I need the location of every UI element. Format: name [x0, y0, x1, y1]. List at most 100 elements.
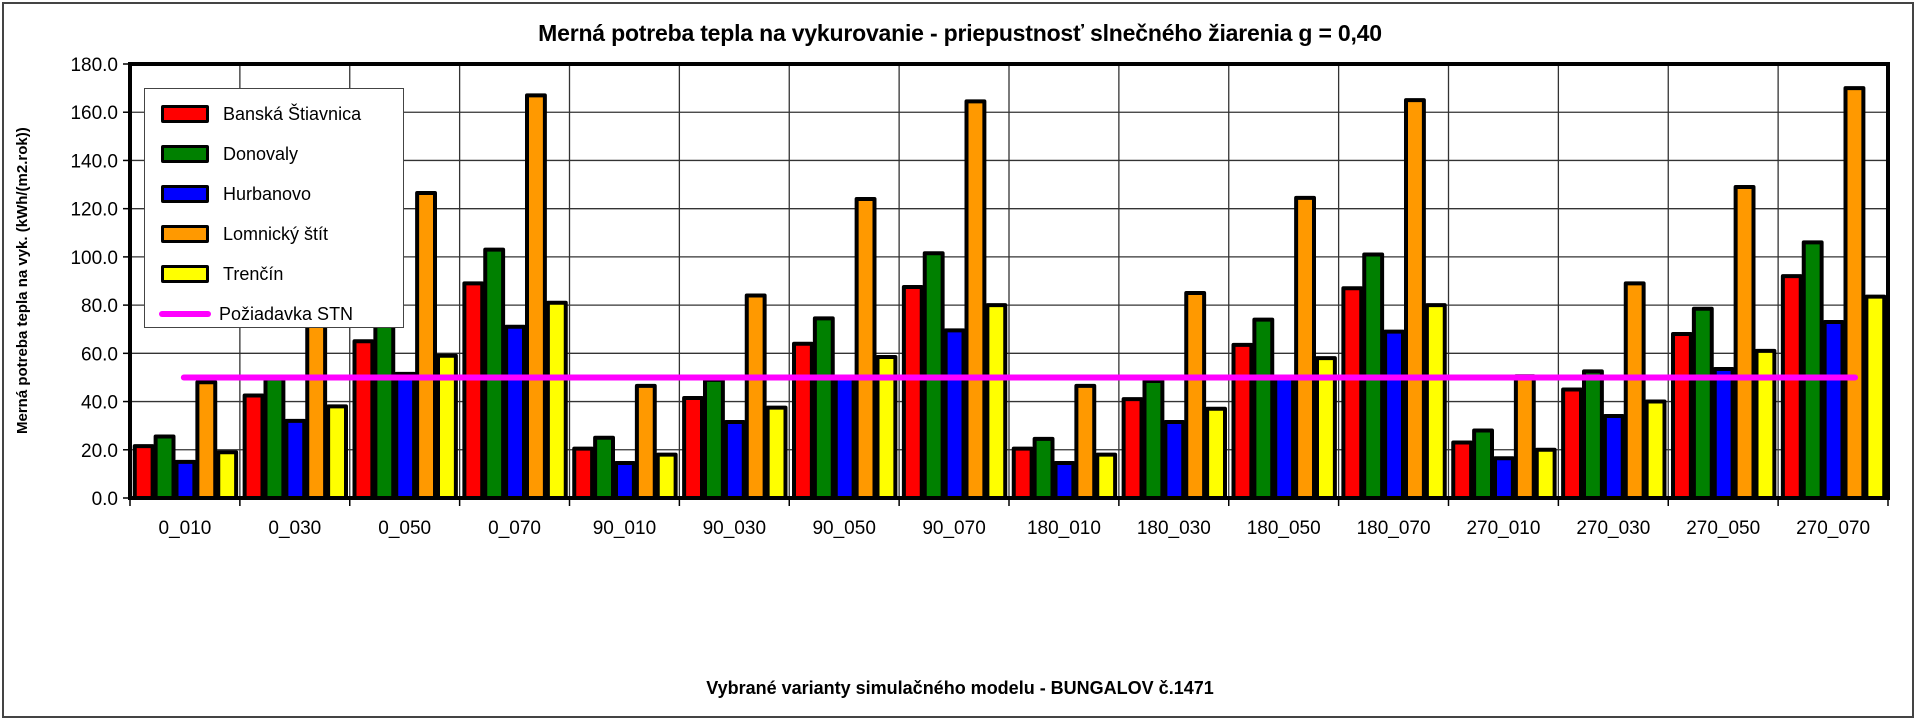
legend-swatch-orange: [161, 225, 209, 243]
bar: [1670, 332, 1693, 500]
bar: [462, 281, 485, 500]
bar: [854, 197, 877, 500]
bar: [242, 393, 265, 500]
bar: [744, 293, 767, 501]
bar: [1733, 184, 1756, 500]
bar: [1121, 397, 1144, 500]
bar-group-180_010: [1011, 383, 1118, 501]
bar: [373, 312, 396, 500]
legend-item-hurbanovo: Hurbanovo: [161, 179, 311, 209]
chart-title: Merná potreba tepla na vykurovanie - pri…: [538, 20, 1382, 46]
legend-item-poziadavka-stn: Požiadavka STN: [159, 299, 354, 329]
bar: [1472, 428, 1494, 500]
bar-group-0_070: [462, 93, 568, 501]
bar: [1492, 456, 1515, 501]
bar: [545, 300, 568, 501]
bar: [153, 434, 176, 500]
bar: [1581, 369, 1604, 500]
bar: [1011, 446, 1034, 501]
bar: [504, 324, 527, 500]
x-tick-label: 270_050: [1686, 518, 1760, 539]
bar: [964, 99, 987, 500]
bar: [1163, 420, 1186, 500]
bar: [263, 376, 286, 500]
bar: [985, 303, 1008, 500]
x-tick-label: 180_010: [1027, 518, 1101, 539]
bar: [1644, 399, 1667, 500]
bar: [1341, 286, 1364, 500]
legend-label: Požiadavka STN: [219, 303, 354, 324]
bar-group-0_030: [242, 287, 349, 501]
bar: [1074, 383, 1097, 500]
x-tick-label: 180_070: [1357, 518, 1431, 539]
bar: [812, 316, 835, 500]
bar: [1843, 86, 1866, 500]
bar-group-180_030: [1121, 291, 1228, 500]
bar: [1691, 306, 1714, 500]
bar-group-270_070: [1780, 86, 1887, 500]
legend-label: Banská Štiavnica: [223, 103, 362, 124]
bar: [195, 380, 218, 500]
x-tick-label: 90_030: [703, 518, 766, 539]
y-tick-label: 140.0: [70, 151, 118, 172]
bar: [284, 418, 307, 501]
bar: [901, 285, 924, 500]
bar: [634, 383, 657, 500]
legend-label: Trenčín: [223, 263, 284, 284]
bar-group-270_050: [1670, 184, 1777, 500]
legend-item-banska-stiavnica: Banská Štiavnica: [161, 99, 361, 129]
y-tick-label: 0.0: [92, 489, 118, 510]
legend-swatch-red: [161, 105, 209, 123]
bar-group-90_050: [791, 197, 898, 501]
bar: [1534, 447, 1557, 500]
bar-group-0_010: [132, 380, 239, 501]
bar: [1424, 303, 1447, 500]
bar: [1142, 379, 1165, 500]
bar: [394, 371, 417, 501]
bar: [1712, 367, 1735, 500]
y-tick-label: 160.0: [70, 103, 118, 124]
bar: [1273, 375, 1296, 501]
x-tick-label: 90_050: [812, 518, 875, 539]
bar: [352, 339, 375, 500]
y-tick-label: 60.0: [81, 344, 118, 365]
bar: [1231, 342, 1254, 500]
y-tick-label: 120.0: [70, 200, 118, 221]
legend-swatch-yellow: [161, 265, 209, 283]
bar: [1864, 294, 1887, 500]
bar: [1184, 291, 1207, 500]
bar: [326, 404, 349, 500]
legend-line-magenta: [159, 311, 211, 317]
x-tick-label: 0_010: [159, 518, 212, 539]
y-tick-label: 100.0: [70, 248, 118, 269]
bar: [791, 341, 814, 501]
bar: [1822, 319, 1845, 500]
bar: [833, 375, 856, 501]
bar: [682, 395, 704, 501]
y-tick-label: 40.0: [81, 393, 118, 414]
bar: [1801, 240, 1824, 500]
bar-group-180_050: [1231, 195, 1337, 501]
bar: [723, 420, 746, 500]
bar-group-270_030: [1561, 281, 1667, 500]
bar: [1623, 281, 1646, 500]
bar: [1095, 452, 1118, 501]
bar: [765, 405, 788, 501]
bar: [593, 435, 615, 501]
bar: [572, 446, 595, 501]
x-tick-label: 180_030: [1137, 518, 1211, 539]
y-tick-label: 180.0: [70, 55, 118, 76]
bar: [655, 452, 678, 501]
x-tick-label: 270_070: [1796, 518, 1870, 539]
x-tick-label: 90_010: [593, 518, 656, 539]
bar: [483, 247, 506, 500]
x-tick-label: 0_050: [378, 518, 431, 539]
bar: [943, 328, 966, 500]
legend-label: Lomnický štít: [223, 223, 329, 244]
bar: [1383, 329, 1406, 500]
y-tick-label: 20.0: [81, 441, 118, 462]
bar: [1561, 387, 1583, 500]
bar: [702, 377, 725, 501]
bar: [525, 93, 547, 500]
